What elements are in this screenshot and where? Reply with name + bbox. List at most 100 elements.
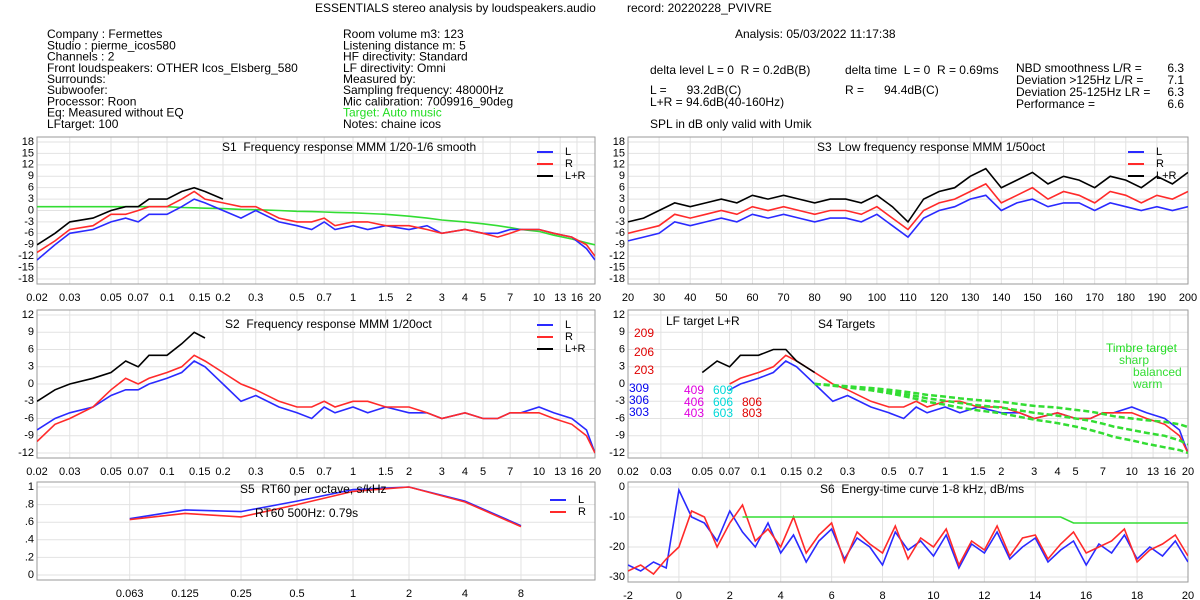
- y-tick-label: -3: [615, 395, 625, 407]
- x-tick-label: 180: [1117, 292, 1135, 304]
- y-tick-label: -3: [615, 216, 625, 228]
- y-tick-label: 18: [22, 136, 34, 148]
- score-value: 6.3: [1167, 85, 1184, 99]
- y-tick-label: -9: [24, 430, 34, 442]
- x-tick-label: 0.07: [127, 292, 148, 304]
- x-tick-label: 0.1: [751, 466, 766, 478]
- x-tick-label: 0.7: [317, 292, 332, 304]
- x-tick-label: 1: [350, 292, 356, 304]
- y-tick-label: -12: [609, 250, 625, 262]
- y-tick-label: 0: [28, 204, 34, 216]
- x-tick-label: 10: [533, 292, 545, 304]
- x-tick-label: 1: [350, 466, 356, 478]
- info-line: HF directivity: Standard: [343, 50, 468, 64]
- chart-title: S5 RT60 per octave, s/kHz: [240, 482, 387, 496]
- y-tick-label: 0: [28, 569, 34, 581]
- y-tick-label: -6: [615, 227, 625, 239]
- y-tick-label: 0: [619, 204, 625, 216]
- x-tick-label: 0.5: [881, 466, 896, 478]
- legend-label: L: [565, 319, 571, 331]
- y-tick-label: .8: [25, 499, 34, 511]
- y-tick-label: -9: [615, 430, 625, 442]
- x-tick-label: 2: [998, 466, 1004, 478]
- x-tick-label: 0.07: [719, 466, 740, 478]
- x-tick-label: 60: [746, 292, 758, 304]
- y-tick-label: 12: [613, 159, 625, 171]
- y-tick-label: -6: [615, 412, 625, 424]
- x-tick-label: 20: [1182, 466, 1194, 478]
- legend-label: R: [565, 331, 573, 343]
- x-tick-label: 0.25: [230, 588, 251, 600]
- series-line: [37, 198, 595, 261]
- y-tick-label: 15: [613, 147, 625, 159]
- x-tick-label: 70: [777, 292, 789, 304]
- x-tick-label: 0.1: [159, 292, 174, 304]
- plot-border: [36, 136, 596, 285]
- score-value: 7.1: [1167, 73, 1184, 87]
- x-tick-label: 5: [1073, 466, 1079, 478]
- x-tick-label: -2: [623, 590, 633, 600]
- x-tick-label: 160: [1054, 292, 1072, 304]
- series-line: [729, 360, 1188, 454]
- x-tick-label: 0.063: [116, 588, 144, 600]
- y-tick-label: 0: [619, 378, 625, 390]
- info-line: LF directivity: Omni: [343, 61, 446, 75]
- spl-left: L = 93.2dB(C): [650, 83, 741, 97]
- x-tick-label: 0.1: [159, 466, 174, 478]
- legend-label: L: [1156, 146, 1162, 158]
- y-tick-label: 18: [613, 136, 625, 148]
- y-tick-label: 9: [28, 326, 34, 338]
- y-tick-label: -6: [24, 227, 34, 239]
- y-tick-label: 15: [22, 147, 34, 159]
- y-tick-label: -10: [609, 511, 625, 523]
- target-line: Target: Auto music: [343, 106, 442, 120]
- y-tick-label: 9: [619, 170, 625, 182]
- y-tick-label: .2: [25, 551, 34, 563]
- y-tick-label: 12: [22, 159, 34, 171]
- legend-label: balanced: [1133, 365, 1182, 379]
- score-label: Deviation >125Hz L/R =: [1016, 73, 1143, 87]
- series-line: [129, 486, 522, 528]
- y-tick-label: -20: [609, 541, 625, 553]
- y-tick-label: 9: [619, 326, 625, 338]
- x-tick-label: 0.2: [215, 466, 230, 478]
- info-line: Listening distance m: 5: [343, 38, 466, 52]
- series-line: [37, 354, 595, 454]
- legend-label: L+R: [565, 343, 586, 355]
- legend-label: L+R: [565, 170, 586, 182]
- series-line: [628, 167, 1188, 224]
- series-line: [742, 516, 1188, 524]
- y-tick-label: -9: [615, 239, 625, 251]
- info-line: Measured by:: [343, 72, 416, 86]
- x-tick-label: 0.125: [171, 588, 199, 600]
- x-tick-label: 4: [1054, 466, 1060, 478]
- score-label: Performance =: [1016, 97, 1095, 111]
- x-tick-label: 1.5: [378, 292, 393, 304]
- x-tick-label: 0.5: [289, 466, 304, 478]
- annotation: 406: [684, 395, 704, 409]
- legend-label: sharp: [1119, 353, 1149, 367]
- x-tick-label: 14: [1029, 590, 1041, 600]
- spl-right: R = 94.4dB(C): [845, 83, 939, 97]
- y-tick-label: .4: [25, 534, 34, 546]
- chart-title: S1 Frequency response MMM 1/20-1/6 smoot…: [222, 140, 476, 154]
- y-tick-label: -15: [609, 261, 625, 273]
- x-tick-label: 20: [1182, 590, 1194, 600]
- annotation: 606: [713, 395, 733, 409]
- x-tick-label: 190: [1148, 292, 1166, 304]
- x-tick-label: 50: [715, 292, 727, 304]
- x-tick-label: 0.05: [100, 292, 121, 304]
- notes-line: Notes: chaine icos: [343, 117, 441, 131]
- x-tick-label: 20: [622, 292, 634, 304]
- x-tick-label: 0.15: [189, 292, 210, 304]
- plot-border: [36, 309, 596, 459]
- x-tick-label: 4: [462, 466, 468, 478]
- x-tick-label: 2: [727, 590, 733, 600]
- y-tick-label: .6: [25, 516, 34, 528]
- plot-border: [627, 136, 1189, 285]
- x-tick-label: 1.5: [378, 466, 393, 478]
- x-tick-label: 4: [778, 590, 784, 600]
